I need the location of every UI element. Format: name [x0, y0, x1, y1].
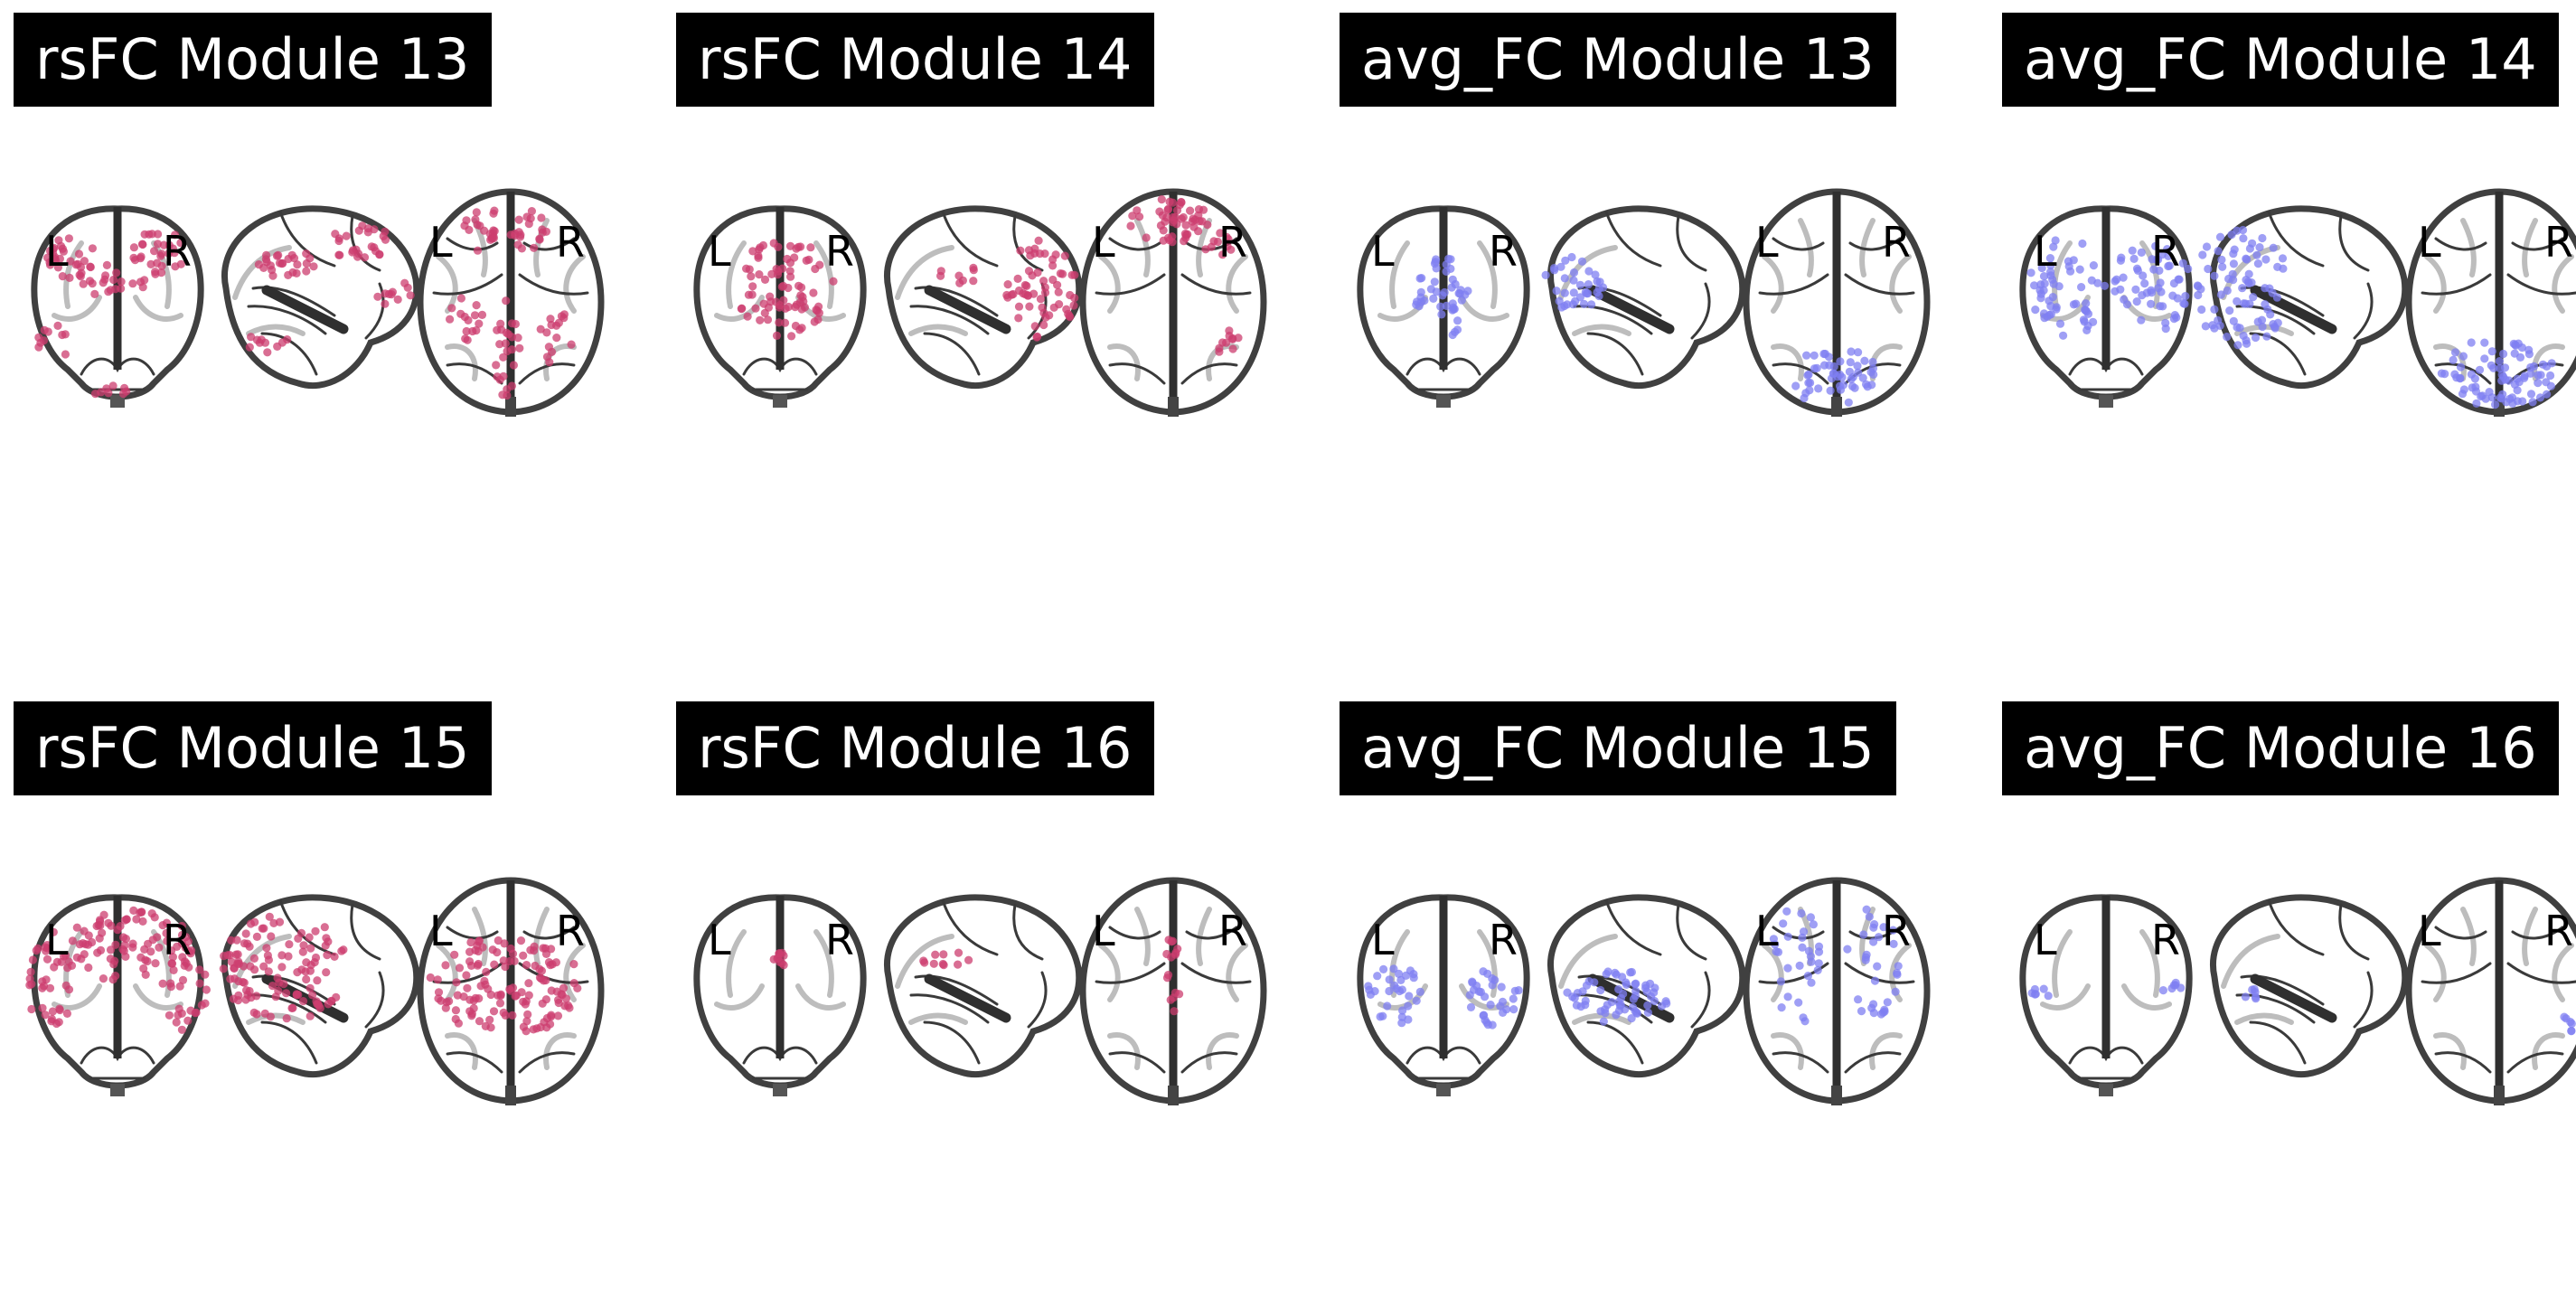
right-label: R [556, 218, 585, 267]
panel-title: avg_FC Module 16 [2002, 701, 2559, 795]
sagittal-view [220, 898, 417, 1075]
sagittal-view [2213, 898, 2404, 1075]
left-label: L [2418, 218, 2441, 267]
module-panel: avg_FC Module 16 L R L R [2002, 701, 2576, 1117]
module-panel: avg_FC Module 14 L R L R [2002, 13, 2576, 428]
panel-title: rsFC Module 13 [14, 13, 492, 107]
left-label: L [708, 227, 731, 276]
panel-title: rsFC Module 14 [676, 13, 1154, 107]
right-label: R [1218, 218, 1247, 267]
right-label: R [2151, 916, 2180, 964]
left-label: L [45, 916, 69, 964]
left-label: L [1755, 907, 1779, 955]
module-panel: rsFC Module 15 L R L R [14, 701, 592, 1117]
module-panel: rsFC Module 14 L R L R [676, 13, 1255, 428]
left-label: L [429, 907, 453, 955]
module-panel: avg_FC Module 15 L R L R [1340, 701, 1918, 1117]
left-label: L [1755, 218, 1779, 267]
left-label: L [2034, 916, 2057, 964]
left-label: L [1092, 907, 1115, 955]
sagittal-view [1550, 898, 1742, 1075]
right-label: R [556, 907, 585, 955]
right-label: R [2151, 227, 2180, 276]
right-label: R [2544, 907, 2573, 955]
sagittal-view [2194, 209, 2405, 386]
left-label: L [1092, 218, 1115, 267]
panel-title: rsFC Module 15 [14, 701, 492, 795]
left-label: L [45, 227, 69, 276]
module-panel: rsFC Module 13 L R L R [14, 13, 592, 428]
left-label: L [708, 916, 731, 964]
left-label: L [1371, 227, 1395, 276]
sagittal-view [224, 209, 416, 386]
sagittal-view [887, 898, 1078, 1075]
right-label: R [163, 916, 192, 964]
right-label: R [1218, 907, 1247, 955]
panel-title: avg_FC Module 15 [1340, 701, 1896, 795]
module-panel: rsFC Module 16 L R L R [676, 701, 1255, 1117]
right-label: R [163, 227, 192, 276]
sagittal-view [887, 209, 1078, 386]
left-label: L [2034, 227, 2057, 276]
right-label: R [1882, 907, 1911, 955]
panel-title: rsFC Module 16 [676, 701, 1154, 795]
module-panel: avg_FC Module 13 L R L R [1340, 13, 1918, 428]
sagittal-view [1542, 209, 1743, 386]
right-label: R [1489, 916, 1518, 964]
left-label: L [429, 218, 453, 267]
panel-title: avg_FC Module 14 [2002, 13, 2559, 107]
right-label: R [2544, 218, 2573, 267]
right-label: R [825, 916, 854, 964]
right-label: R [1489, 227, 1518, 276]
left-label: L [1371, 916, 1395, 964]
left-label: L [2418, 907, 2441, 955]
right-label: R [1882, 218, 1911, 267]
right-label: R [825, 227, 854, 276]
panel-title: avg_FC Module 13 [1340, 13, 1896, 107]
